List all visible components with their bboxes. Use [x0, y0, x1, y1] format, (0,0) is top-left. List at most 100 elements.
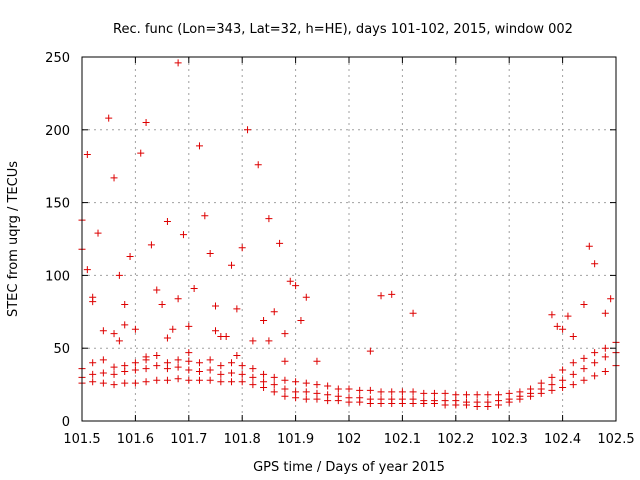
x-tick-label: 102.3: [491, 432, 528, 447]
y-tick-label: 100: [45, 269, 70, 284]
data-point: [585, 242, 593, 250]
data-point: [233, 351, 241, 359]
data-point: [110, 370, 118, 378]
data-point: [89, 370, 97, 378]
data-point: [324, 382, 332, 390]
data-point: [195, 359, 203, 367]
data-point: [147, 241, 155, 249]
data-point: [185, 357, 193, 365]
data-point: [185, 376, 193, 384]
data-point: [206, 376, 214, 384]
data-point: [292, 378, 300, 386]
data-point: [270, 381, 278, 389]
data-point: [110, 174, 118, 182]
data-point: [334, 397, 342, 405]
data-point: [281, 392, 289, 400]
data-point: [206, 250, 214, 258]
data-point: [238, 362, 246, 370]
data-point: [484, 402, 492, 410]
data-point: [89, 298, 97, 306]
data-point: [260, 370, 268, 378]
data-point: [99, 327, 107, 335]
data-point: [559, 325, 567, 333]
data-point: [553, 322, 561, 330]
y-tick-label: 0: [62, 415, 70, 430]
data-point: [420, 400, 428, 408]
data-point: [238, 370, 246, 378]
data-point: [249, 373, 257, 381]
data-point: [462, 391, 470, 399]
data-point: [222, 333, 230, 341]
data-point: [313, 395, 321, 403]
data-point: [121, 301, 129, 309]
data-point: [99, 356, 107, 364]
data-point: [238, 378, 246, 386]
data-point: [201, 212, 209, 220]
data-point: [281, 376, 289, 384]
data-point: [580, 354, 588, 362]
data-point: [142, 378, 150, 386]
data-point: [559, 384, 567, 392]
x-tick-label: 101.6: [117, 432, 154, 447]
data-point: [153, 376, 161, 384]
data-point: [366, 347, 374, 355]
y-tick-label: 150: [45, 197, 70, 212]
data-point: [345, 385, 353, 393]
data-point: [302, 293, 310, 301]
data-point: [131, 379, 139, 387]
y-tick-label: 50: [53, 342, 70, 357]
data-point: [569, 381, 577, 389]
data-point: [131, 359, 139, 367]
data-point: [345, 398, 353, 406]
data-point: [142, 353, 150, 361]
data-point: [569, 333, 577, 341]
data-point: [591, 372, 599, 380]
data-point: [99, 379, 107, 387]
data-point: [591, 349, 599, 357]
data-point: [195, 376, 203, 384]
x-tick-labels: 101.5 101.6 101.7 101.8 101.9 102 102.1 102.2 10…: [63, 432, 634, 447]
data-point: [115, 337, 123, 345]
x-tick-label: 101.8: [224, 432, 261, 447]
data-point: [174, 375, 182, 383]
data-point: [409, 400, 417, 408]
data-point: [601, 344, 609, 352]
data-point: [233, 305, 241, 313]
data-point: [163, 218, 171, 226]
axis-ticks: [81, 56, 617, 422]
data-point: [356, 398, 364, 406]
x-tick-label: 101.9: [277, 432, 314, 447]
x-tick-label: 102.5: [597, 432, 634, 447]
data-point: [260, 384, 268, 392]
data-point: [409, 388, 417, 396]
data-point: [212, 327, 219, 335]
data-point: [195, 367, 203, 375]
data-point: [377, 292, 385, 300]
data-point: [462, 401, 470, 409]
data-point: [527, 392, 535, 400]
data-point: [228, 359, 236, 367]
data-point: [89, 359, 97, 367]
data-point: [110, 363, 118, 371]
data-point: [377, 388, 385, 396]
data-point: [409, 309, 417, 317]
data-point: [153, 286, 161, 294]
data-point: [601, 309, 609, 317]
data-point: [313, 357, 321, 365]
data-point: [377, 400, 385, 408]
data-point: [131, 325, 139, 333]
data-point: [195, 142, 203, 150]
data-point: [366, 386, 374, 394]
data-point: [559, 366, 567, 374]
data-point: [228, 261, 236, 269]
data-point: [505, 398, 513, 406]
data-point: [580, 365, 588, 373]
plot-frame: [81, 56, 617, 422]
data-point: [137, 149, 145, 157]
data-point: [238, 244, 246, 252]
data-point: [292, 394, 300, 402]
data-point: [430, 389, 438, 397]
data-point: [569, 370, 577, 378]
data-point: [206, 366, 214, 374]
data-point: [495, 401, 503, 409]
